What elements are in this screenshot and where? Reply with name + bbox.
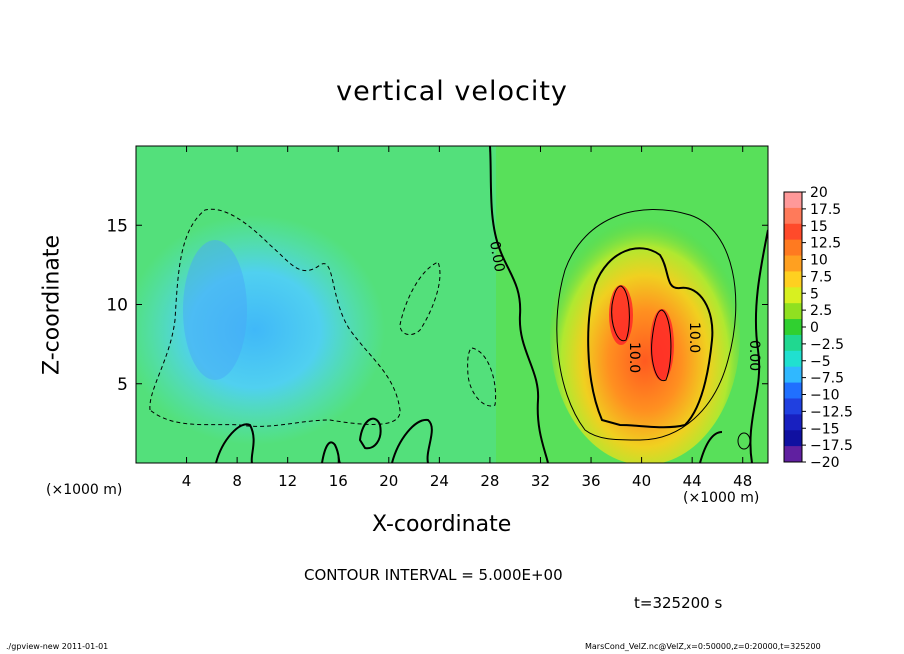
x-tick-label: 4 [182, 472, 192, 490]
x-tick-label: 8 [232, 472, 242, 490]
colorbar-swatch [784, 271, 802, 288]
colorbar-swatch [784, 255, 802, 272]
contour-label-zero-left: 0.00 [486, 240, 507, 273]
neg-contour-small [399, 261, 441, 336]
colorbar-label: −17.5 [810, 438, 853, 454]
colorbar-swatch [784, 446, 802, 463]
colorbar-label: −15 [810, 421, 840, 437]
time-label: t=325200 s [634, 594, 723, 612]
zero-contour-right [749, 229, 768, 463]
x-tick-label: 12 [278, 472, 297, 490]
colorbar-label: 20 [810, 185, 828, 201]
x-tick-label: 32 [531, 472, 550, 490]
contour-10-updraft [587, 247, 714, 429]
colorbar-swatch [784, 207, 802, 225]
contour-5-updraft [556, 209, 737, 441]
colorbar-label: −5 [810, 354, 831, 370]
colorbar-label: 2.5 [810, 303, 832, 319]
x-tick-label: 28 [480, 472, 499, 490]
updraft-region [550, 205, 740, 463]
updraft-core-right [650, 309, 674, 381]
x-unit-label-right: (×1000 m) [683, 490, 760, 506]
y-tick-label: 10 [106, 296, 128, 316]
colorbar-label: −12.5 [810, 404, 853, 420]
downdraft-region [136, 215, 385, 445]
colorbar-label: 0 [810, 320, 819, 336]
contour-interval: CONTOUR INTERVAL = 5.000E+00 [304, 566, 563, 584]
x-tick-label: 48 [733, 472, 752, 490]
footer-left: ./gpview-new 2011-01-01 [6, 642, 109, 651]
colorbar-label: 15 [810, 219, 828, 235]
x-tick-label: 40 [632, 472, 651, 490]
x-tick-label: 36 [581, 472, 600, 490]
pos-contour-bottom-5 [699, 431, 723, 463]
pos-contour-small-right [737, 432, 751, 450]
contour-label-ten-right: 10.0 [686, 322, 702, 353]
colorbar-label: −7.5 [810, 371, 844, 387]
colorbar-swatch [784, 319, 802, 336]
colorbar-label: −10 [810, 388, 840, 404]
contour-15-right [651, 309, 672, 382]
contour-15-left [611, 285, 630, 342]
colorbar-label: 10 [810, 253, 828, 269]
colorbar-label: −20 [810, 455, 840, 471]
x-tick-label: 16 [329, 472, 348, 490]
colorbar-swatch [784, 414, 802, 431]
colorbar-label: 5 [810, 286, 819, 302]
colorbar-label: 12.5 [810, 236, 841, 252]
footer-right: MarsCond_VelZ.nc@VelZ,x=0:50000,z=0:2000… [585, 642, 821, 651]
colorbar-label: 17.5 [810, 202, 841, 218]
plot-area: 0.00 10.0 10.0 0.00 [136, 146, 768, 463]
colorbar-swatch [784, 287, 802, 304]
pos-contour-bottom-4 [391, 418, 433, 463]
x-tick-label: 20 [379, 472, 398, 490]
colorbar-swatch [784, 223, 802, 241]
y-tick-label: 15 [106, 216, 128, 236]
pos-contour-bottom-2 [321, 441, 341, 463]
x-unit-label-left: (×1000 m) [46, 482, 123, 498]
chart-title: vertical velocity [336, 76, 568, 107]
neg-contour-downdraft [149, 208, 401, 427]
contour-label-ten-left: 10.0 [626, 342, 642, 373]
x-axis-label: X-coordinate [372, 512, 512, 537]
colorbar-label: −2.5 [810, 337, 844, 353]
downdraft-core [183, 240, 247, 380]
colorbar-swatch [784, 334, 802, 352]
y-tick-label: 5 [117, 375, 128, 395]
colorbar-swatch [784, 382, 802, 399]
colorbar-swatch [784, 398, 802, 415]
zero-contour-left [489, 146, 549, 463]
colorbar-swatch [784, 430, 802, 447]
x-tick-label: 24 [430, 472, 449, 490]
pos-contour-bottom-3 [358, 417, 382, 450]
colorbar-swatch [784, 239, 802, 257]
colorbar-label: 7.5 [810, 269, 832, 285]
colorbar-swatch [784, 350, 802, 368]
colorbar-swatch [784, 366, 802, 384]
x-tick-label: 44 [683, 472, 702, 490]
colorbar-swatch [784, 303, 802, 320]
colorbar: 2017.51512.5107.552.50−2.5−5−7.5−10−12.5… [783, 185, 853, 471]
contour-label-zero-right: 0.00 [746, 340, 762, 371]
colorbar-swatch [784, 192, 802, 209]
y-axis-label: Z-coordinate [39, 235, 65, 375]
neg-contour-mid [467, 347, 497, 407]
pos-contour-bottom-1 [215, 423, 255, 463]
